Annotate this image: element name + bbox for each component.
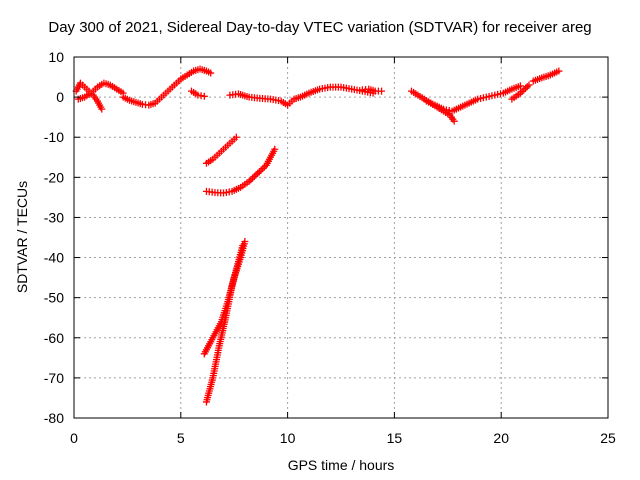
gridlines [74,57,608,418]
y-tick-label: -30 [44,209,64,225]
x-tick-label: 0 [70,430,78,446]
data-point [232,133,240,141]
x-tick-label: 15 [387,430,403,446]
axes: 0 5 10 15 20 25 10 0 -10 -20 -30 -40 -50 -60 -70 -80 [44,49,616,446]
data-point [516,82,524,90]
y-tick-label: -60 [44,330,64,346]
x-axis-label: GPS time / hours [287,457,395,473]
data-point [450,117,458,125]
data-point [241,238,249,246]
series-arc-9 [508,81,533,103]
data-point [239,242,247,250]
series-arc-11 [202,133,240,167]
y-tick-label: -10 [44,129,64,145]
data-point [255,168,263,176]
series-arc-6 [358,85,386,95]
y-tick-label: -50 [44,290,64,306]
data-point [523,83,531,91]
data-point [254,169,262,177]
y-axis-label: SDTVAR / TECUs [14,180,30,294]
data-point [257,166,265,174]
x-tick-label: 25 [600,430,616,446]
data-point [207,69,215,77]
data-point [249,174,257,182]
x-tick-label: 10 [280,430,296,446]
y-tick-label: -40 [44,250,64,266]
data-point [98,105,106,113]
data-point [525,81,533,89]
data-point [259,165,267,173]
data-point [252,171,260,179]
series-arc-12 [202,145,279,197]
plot-frame [73,56,609,419]
series-arc-14 [202,242,247,406]
data-point [247,176,255,184]
series-arc-10 [529,67,563,85]
series-arc-8 [422,82,524,115]
data-point [271,145,279,153]
series-arc-2 [74,79,127,103]
data-point [250,173,258,181]
chart-title: Day 300 of 2021, Sidereal Day-to-day VTE… [48,19,592,36]
data-point [378,87,386,95]
y-tick-label: -80 [44,410,64,426]
y-tick-label: 10 [48,49,64,65]
y-tick-label: 0 [56,89,64,105]
series-arc-5 [226,83,377,109]
data-points [72,65,563,406]
y-tick-label: -20 [44,169,64,185]
data-point [520,86,528,94]
data-point [555,67,563,75]
data-point [518,87,526,95]
data-point [200,92,208,100]
x-tick-label: 5 [177,430,185,446]
x-tick-label: 20 [493,430,509,446]
y-tick-label: -70 [44,370,64,386]
series-arc-4 [187,87,208,100]
series-arc-3 [119,65,215,109]
